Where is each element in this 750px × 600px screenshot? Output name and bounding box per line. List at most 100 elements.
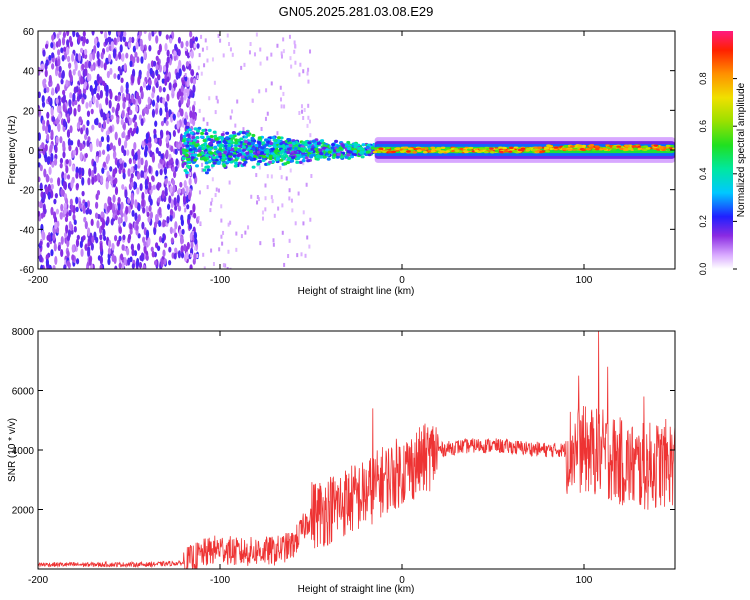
- spectrogram-cell: [86, 140, 90, 148]
- spectrogram-cell: [114, 234, 118, 242]
- spectrogram-cell: [121, 132, 125, 139]
- spectrogram-cell: [166, 49, 170, 57]
- spectrogram-cell: [139, 255, 143, 261]
- spectrogram-cell: [66, 31, 70, 37]
- spectrogram-cell: [220, 204, 223, 209]
- spectrogram-cell: [204, 161, 209, 165]
- spectrogram-cell: [143, 164, 148, 173]
- spectrogram-cell: [73, 225, 77, 233]
- spectrogram-cell: [210, 164, 215, 168]
- spectrogram-cell: [144, 178, 148, 187]
- spectrogram-cell: [534, 150, 540, 153]
- spectrogram-cell: [63, 264, 67, 269]
- spectrogram-cell: [221, 153, 226, 157]
- spectrogram-cell: [194, 237, 198, 245]
- spectrogram-cell: [138, 261, 143, 269]
- spectrogram-cell: [498, 150, 504, 154]
- spectrogram-cell: [581, 148, 587, 152]
- spectrogram-cell: [213, 134, 218, 139]
- spectrogram-cell: [96, 50, 100, 60]
- spectrogram-cell: [173, 82, 178, 88]
- spectrogram-cell: [148, 32, 152, 42]
- spectrogram-cell: [221, 241, 224, 246]
- spectrogram-cell: [38, 132, 41, 141]
- spectrogram-cell: [53, 216, 58, 224]
- spectrogram-cell: [217, 140, 222, 144]
- spectrogram-cell: [66, 129, 71, 138]
- spectrogram-cell: [147, 96, 151, 105]
- spectrogram-cell: [46, 234, 50, 241]
- spectrogram-cell: [131, 36, 135, 44]
- spectrogram-cell: [225, 131, 230, 135]
- spectrogram-cell: [643, 145, 649, 148]
- spectrogram-cell: [157, 162, 161, 169]
- spectrogram-cell: [58, 65, 62, 73]
- spectrogram-cell: [75, 196, 79, 205]
- y-tick-label: 40: [23, 67, 35, 78]
- spectrogram-cell: [66, 174, 71, 180]
- spectrogram-cell: [113, 150, 117, 159]
- spectrogram-cell: [158, 85, 162, 93]
- spectrogram-cell: [134, 121, 138, 129]
- spectrogram-cell: [161, 237, 165, 244]
- spectrogram-cell: [202, 117, 205, 122]
- spectrogram-cell: [206, 135, 211, 139]
- spectrogram-cell: [169, 37, 173, 44]
- spectrogram-y-ticks: -60 -40 -20 0 20 40 60: [20, 27, 675, 276]
- spectrogram-cell: [98, 103, 102, 111]
- spectrogram-cell: [91, 31, 95, 36]
- spectrogram-cell: [190, 69, 195, 77]
- spectrogram-cell: [95, 150, 100, 157]
- spectrogram-cell: [489, 151, 495, 154]
- spectrogram-cell: [48, 74, 52, 84]
- spectrogram-cell: [247, 225, 250, 230]
- spectrogram-cell: [229, 47, 232, 52]
- spectrogram-cell: [95, 98, 99, 108]
- spectrogram-cell: [63, 181, 68, 191]
- spectrogram-y-label: Frequency (Hz): [7, 116, 18, 185]
- spectrogram-cell: [143, 244, 147, 254]
- spectrogram-cell: [131, 209, 135, 217]
- colorbar-label: Normalized spectral amplitude: [736, 82, 747, 217]
- spectrogram-cell: [128, 117, 133, 126]
- spectrogram-cell: [181, 139, 186, 143]
- spectrogram-cell: [206, 185, 209, 190]
- spectrogram-cell: [88, 167, 92, 177]
- spectrogram-cell: [300, 104, 303, 109]
- y-tick-label: 4000: [12, 446, 35, 457]
- spectrogram-cell: [121, 110, 125, 119]
- spectrogram-cell: [120, 77, 124, 84]
- spectrogram-x-ticks: -200 -100 0 100: [28, 31, 593, 286]
- spectrogram-cell: [91, 124, 95, 131]
- spectrogram-cell: [95, 201, 99, 209]
- spectrogram-cell: [246, 133, 251, 137]
- spectrogram-cell: [196, 253, 199, 258]
- spectrogram-cell: [96, 73, 100, 82]
- spectrogram-cell: [162, 86, 166, 93]
- spectrogram-cell: [42, 147, 46, 156]
- spectrogram-cell: [235, 247, 238, 252]
- spectrogram-cell: [202, 138, 207, 143]
- spectrogram-cell: [605, 146, 611, 149]
- spectrogram-cell: [61, 36, 66, 46]
- spectrogram-cell: [75, 31, 80, 38]
- spectrogram-cell: [219, 38, 222, 43]
- spectrogram-cell: [137, 202, 141, 212]
- spectrogram-cell: [160, 130, 164, 139]
- spectrogram-cell: [346, 140, 351, 145]
- spectrogram-cell: [212, 161, 217, 165]
- spectrogram-cell: [77, 53, 82, 62]
- spectrogram-cell: [288, 34, 291, 39]
- spectrogram-cell: [38, 107, 41, 116]
- spectrogram-cell: [203, 266, 206, 269]
- spectrogram-cell: [149, 211, 154, 220]
- spectrogram-cell: [145, 132, 149, 140]
- spectrogram-cell: [223, 150, 228, 154]
- spectrogram-cell: [256, 195, 259, 200]
- spectrogram-cell: [72, 92, 76, 102]
- spectrogram-cell: [422, 151, 428, 154]
- spectrogram-cell: [251, 133, 256, 138]
- spectrogram-cell: [130, 196, 135, 206]
- spectrogram-cell: [67, 138, 71, 147]
